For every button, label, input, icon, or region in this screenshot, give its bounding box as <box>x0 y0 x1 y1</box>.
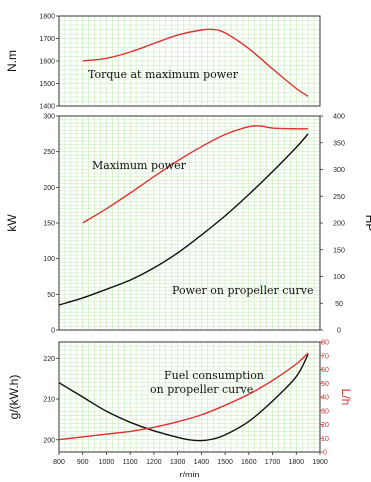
y2-tick-label: 10 <box>321 436 329 443</box>
y2-tick-label: 150 <box>333 247 345 254</box>
y-tick-label: 200 <box>43 437 55 444</box>
y-tick-label: 0 <box>51 328 55 335</box>
y-tick-label: 200 <box>43 185 55 192</box>
x-tick-label: 800 <box>53 459 65 466</box>
x-tick-label: 1300 <box>170 459 186 466</box>
series-line-0 <box>82 125 309 224</box>
y2-tick-label: 400 <box>333 114 345 121</box>
fuel-annotation-line2: on propeller curve <box>150 383 253 396</box>
x-tick-label: 1800 <box>288 459 304 466</box>
series-line-0 <box>82 28 309 97</box>
torque-panel: 1400 1500 1600 1700 1800 N.m Torque at maximum… <box>5 14 321 111</box>
y2-tick-label: 50 <box>321 381 329 388</box>
y-tick-label: 1800 <box>39 14 55 21</box>
y-tick-label: 1700 <box>39 36 55 43</box>
y-tick-label: 1600 <box>39 59 55 66</box>
y2-tick-label: 20 <box>321 422 329 429</box>
torque-annotation: Torque at maximum power <box>88 68 239 81</box>
grid <box>58 115 321 331</box>
x-tick-label: 1200 <box>146 459 162 466</box>
x-tick-label: 900 <box>77 459 89 466</box>
y2-tick-label: 300 <box>333 167 345 174</box>
y-tick-label: 100 <box>43 256 55 263</box>
y2-tick-label: 0 <box>337 328 341 335</box>
y-axis-label: N.m <box>5 50 19 72</box>
fuel-annotation-line1: Fuel consumption <box>164 369 264 382</box>
x-axis-label: r/min <box>180 470 200 477</box>
y2-tick-label: 30 <box>321 408 329 415</box>
y2-tick-label: 250 <box>333 194 345 201</box>
x-tick-label: 1100 <box>123 459 138 466</box>
y2-tick-label: 0 <box>323 450 327 457</box>
series-line-1 <box>58 133 309 306</box>
x-tick-label: 1600 <box>241 459 257 466</box>
x-tick-label: 1500 <box>217 459 233 466</box>
max-power-annotation: Maximum power <box>92 159 187 172</box>
y2-axis-label: HP <box>363 215 371 232</box>
y2-tick-label: 80 <box>321 340 329 347</box>
series-line-1 <box>58 352 309 441</box>
series-line-0 <box>58 353 309 442</box>
fuel-panel: 200 210 220 0 10 20 30 40 50 60 70 80 g/(kW.h) L/h 800… <box>7 340 353 481</box>
y-axis-label: kW <box>5 214 19 232</box>
x-tick-label: 1400 <box>194 459 210 466</box>
x-tick-label: 1700 <box>265 459 281 466</box>
y2-tick-label: 50 <box>335 301 343 308</box>
y-tick-label: 50 <box>47 292 55 299</box>
y2-tick-label: 40 <box>321 395 329 402</box>
y-tick-label: 250 <box>43 149 55 156</box>
y-tick-label: 1400 <box>39 104 55 111</box>
y2-axis-label: L/h <box>339 389 353 406</box>
y-tick-label: 220 <box>43 356 55 363</box>
y-tick-label: 150 <box>43 221 55 228</box>
y-tick-label: 300 <box>43 114 55 121</box>
x-tick-label: 1000 <box>99 459 115 466</box>
y-axis-label: g/(kW.h) <box>7 375 21 420</box>
y-tick-label: 210 <box>43 397 55 404</box>
y2-tick-label: 60 <box>321 367 329 374</box>
grid <box>58 15 321 107</box>
y2-tick-label: 100 <box>333 274 345 281</box>
y2-tick-label: 200 <box>333 221 345 228</box>
power-panel: 0 50 100 150 200 250 300 0 50 100 150 200 250 300 350 4… <box>5 114 371 335</box>
propeller-power-annotation: Power on propeller curve <box>172 284 313 297</box>
y2-tick-label: 350 <box>333 140 345 147</box>
y2-tick-label: 70 <box>321 353 329 360</box>
x-tick-label: 1900 <box>312 459 328 466</box>
y-tick-label: 1500 <box>39 81 55 88</box>
